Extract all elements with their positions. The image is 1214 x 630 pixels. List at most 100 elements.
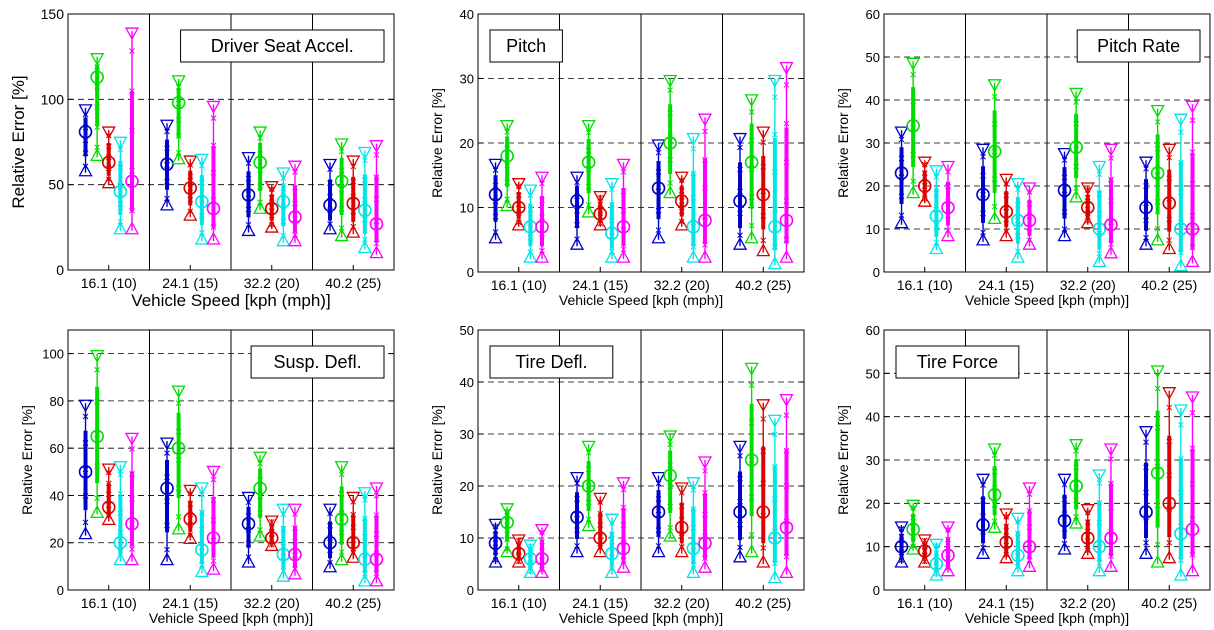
errorbar-point (534, 171, 550, 263)
errorbar-point (975, 473, 991, 559)
errorbar-point (894, 521, 909, 568)
y-axis-label: Relative Error [%] (19, 405, 35, 515)
x-tick-label: 24.1 (15) (572, 277, 628, 293)
y-tick-label: 10 (866, 540, 880, 555)
x-tick-label: 40.2 (25) (1141, 277, 1197, 293)
errorbar-point (369, 482, 384, 587)
errorbar-point (334, 461, 349, 566)
errorbar-point (987, 79, 1002, 225)
errorbar-point (917, 534, 932, 568)
errorbar-point (1022, 182, 1037, 250)
errorbar-point (1080, 182, 1095, 229)
x-tick-label: 24.1 (15) (978, 277, 1034, 293)
errorbar-point (1162, 387, 1177, 564)
x-axis-label: Vehicle Speed [kph (mph)] (559, 610, 723, 626)
errorbar-point (534, 523, 550, 579)
errorbar-point (183, 155, 198, 221)
x-tick-label: 32.2 (20) (654, 595, 710, 611)
y-tick-label: 0 (56, 262, 64, 278)
errorbar-point (523, 539, 538, 579)
y-tick-label: 30 (866, 136, 880, 151)
errorbar-point (697, 113, 713, 263)
errorbar-point (1022, 482, 1037, 572)
errorbar-point (616, 158, 631, 263)
x-tick-label: 32.2 (20) (244, 595, 300, 611)
y-tick-label: 60 (50, 441, 64, 456)
errorbar-point (686, 477, 701, 579)
errorbar-point (500, 120, 515, 212)
y-axis-label: Relative Error [%] (835, 88, 851, 198)
errorbar-point (1103, 143, 1119, 259)
errorbar-point (523, 184, 538, 263)
errorbar-point (686, 132, 701, 263)
errorbar-point (929, 165, 944, 255)
errorbar-point (569, 471, 585, 558)
errorbar-point (511, 178, 526, 231)
errorbar-point (206, 100, 221, 245)
x-tick-label: 40.2 (25) (735, 595, 791, 611)
errorbar-point (1069, 439, 1084, 529)
errorbar-point (1185, 100, 1200, 268)
errorbar-point (1138, 426, 1154, 559)
errorbar-point (113, 136, 128, 235)
errorbar-point (124, 27, 140, 235)
errorbar-point (276, 167, 291, 247)
errorbar-point (322, 503, 338, 573)
errorbar-point (581, 120, 596, 218)
y-tick-label: 100 (41, 91, 65, 107)
y-tick-label: 10 (460, 531, 474, 546)
y-tick-label: 0 (467, 583, 474, 598)
errorbar-point (1057, 147, 1072, 242)
errorbar-point (732, 132, 748, 250)
y-axis-label: Relative Error [%] (9, 75, 28, 208)
chart-panel-6: 0 10 20 30 40 50 60 16.1 (10) 24.1 (15) 32.2 (20)… (835, 323, 1211, 626)
y-tick-label: 50 (866, 50, 880, 65)
y-tick-label: 40 (460, 375, 474, 390)
x-tick-label: 40.2 (25) (1141, 595, 1197, 611)
errorbar-point (1092, 160, 1107, 268)
errorbar-point (264, 181, 279, 233)
x-tick-label: 16.1 (10) (897, 277, 953, 293)
y-tick-label: 40 (866, 410, 880, 425)
errorbar-point (674, 482, 689, 558)
y-tick-label: 40 (460, 7, 474, 22)
y-axis-label: Relative Error [%] (835, 405, 851, 515)
panel-title: Pitch Rate (1097, 36, 1180, 56)
errorbar-point (975, 143, 991, 246)
chart-panel-3: 0 10 20 30 40 50 60 16.1 (10) 24.1 (15) 32.2 (20)… (835, 7, 1211, 308)
y-tick-label: 20 (460, 479, 474, 494)
y-tick-label: 100 (42, 347, 64, 362)
errorbar-point (159, 119, 175, 211)
panel-title-box: Pitch (489, 29, 563, 63)
errorbar-point (253, 451, 268, 542)
errorbar-point (906, 57, 921, 199)
y-tick-label: 0 (467, 265, 474, 280)
errorbar-point (183, 484, 198, 545)
panel-title-box: Susp. Defl. (250, 345, 385, 379)
errorbar-point (744, 362, 759, 558)
x-tick-label: 32.2 (20) (1060, 277, 1116, 293)
y-tick-label: 10 (866, 222, 880, 237)
plot-frame (477, 329, 805, 591)
errorbar-point (500, 503, 515, 558)
errorbar-point (488, 518, 503, 568)
x-tick-label: 16.1 (10) (81, 595, 137, 611)
errorbar-point (756, 126, 771, 257)
errorbar-point (651, 471, 666, 558)
errorbar-point (894, 126, 909, 229)
errorbar-point (113, 461, 128, 566)
errorbar-point (1185, 391, 1200, 577)
errorbar-point (593, 492, 608, 558)
chart-panel-4: 0 20 40 60 80 100 16.1 (10) 24.1 (15) 32.2 (20) 4… (19, 329, 395, 626)
y-axis-label: Relative Error [%] (429, 88, 445, 198)
x-tick-label: 24.1 (15) (978, 595, 1034, 611)
y-tick-label: 40 (50, 488, 64, 503)
chart-panel-1: 0 50 100 150 16.1 (10) 24.1 (15) 32.2 (20) 40.2… (9, 6, 395, 310)
errorbar-point (241, 491, 256, 568)
x-axis-label: Vehicle Speed [kph (mph)] (965, 610, 1129, 626)
errorbar-point (369, 140, 384, 259)
y-tick-label: 60 (866, 323, 880, 338)
panel-title: Driver Seat Accel. (211, 36, 354, 56)
errorbar-point (346, 491, 361, 563)
errorbar-point (1150, 104, 1165, 246)
